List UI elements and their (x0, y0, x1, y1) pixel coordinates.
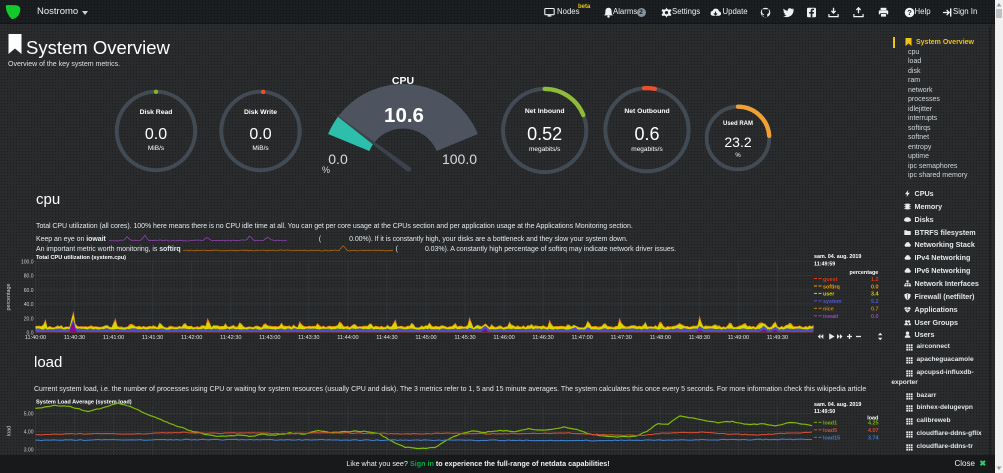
svg-text:sam. 04. aug. 2019: sam. 04. aug. 2019 (814, 402, 861, 408)
svg-text:0.0: 0.0 (871, 284, 879, 290)
svg-text:load5: load5 (823, 428, 837, 434)
svg-text:11:47:00: 11:47:00 (572, 335, 593, 341)
svg-text:11:44:00: 11:44:00 (337, 335, 358, 341)
svg-text:nice: nice (823, 307, 834, 313)
svg-text:user: user (823, 292, 835, 298)
svg-text:load: load (867, 416, 878, 422)
svg-text:4.00: 4.00 (24, 430, 34, 436)
svg-text:11:42:30: 11:42:30 (220, 335, 241, 341)
svg-text:11:48:00: 11:48:00 (650, 335, 671, 341)
svg-text:load: load (7, 426, 13, 436)
svg-text:4.07: 4.07 (868, 428, 879, 434)
svg-text:11:43:00: 11:43:00 (259, 335, 280, 341)
svg-text:percentage: percentage (850, 270, 879, 276)
svg-text:percentage: percentage (6, 284, 12, 311)
svg-text:40.0: 40.0 (24, 302, 34, 308)
svg-text:11:49:59: 11:49:59 (814, 261, 835, 267)
svg-text:load1: load1 (823, 420, 837, 426)
svg-text:5.00: 5.00 (24, 412, 34, 418)
svg-text:system: system (823, 299, 842, 305)
svg-text:sam. 04. aug. 2019: sam. 04. aug. 2019 (814, 254, 861, 260)
svg-text:11:48:30: 11:48:30 (689, 335, 710, 341)
svg-text:softirq: softirq (823, 284, 840, 290)
svg-text:11:44:30: 11:44:30 (376, 335, 397, 341)
svg-text:11:49:50: 11:49:50 (814, 409, 835, 415)
svg-text:5.2: 5.2 (871, 299, 879, 305)
svg-text:100.0: 100.0 (21, 260, 34, 266)
svg-text:guest: guest (823, 277, 838, 283)
svg-text:load15: load15 (823, 435, 840, 441)
svg-text:System Load Average (system.lo: System Load Average (system.load) (36, 400, 132, 406)
svg-text:?: ? (907, 8, 912, 17)
svg-text:Total CPU utilization (system.: Total CPU utilization (system.cpu) (36, 255, 126, 261)
svg-text:11:46:00: 11:46:00 (493, 335, 514, 341)
svg-text:20.0: 20.0 (24, 316, 34, 322)
svg-text:11:47:30: 11:47:30 (611, 335, 632, 341)
svg-text:11:43:30: 11:43:30 (298, 335, 319, 341)
svg-text:11:41:00: 11:41:00 (103, 335, 124, 341)
svg-text:3.74: 3.74 (868, 435, 879, 441)
svg-text:11:41:30: 11:41:30 (142, 335, 163, 341)
svg-text:0.7: 0.7 (871, 307, 879, 313)
svg-text:11:42:00: 11:42:00 (181, 335, 202, 341)
svg-text:11:40:00: 11:40:00 (25, 335, 46, 341)
svg-text:1.2: 1.2 (871, 277, 879, 283)
svg-text:11:46:30: 11:46:30 (532, 335, 553, 341)
svg-text:3.00: 3.00 (24, 448, 34, 454)
svg-text:0.0: 0.0 (27, 331, 34, 337)
svg-text:11:49:00: 11:49:00 (728, 335, 749, 341)
svg-text:11:45:00: 11:45:00 (415, 335, 436, 341)
svg-text:4.25: 4.25 (868, 420, 879, 426)
svg-text:iowait: iowait (823, 314, 838, 320)
svg-text:11:40:30: 11:40:30 (64, 335, 85, 341)
svg-text:0.0: 0.0 (871, 314, 879, 320)
svg-text:3.4: 3.4 (871, 292, 879, 298)
svg-text:11:49:30: 11:49:30 (767, 335, 788, 341)
svg-text:80.0: 80.0 (24, 274, 34, 280)
svg-text:11:45:30: 11:45:30 (454, 335, 475, 341)
svg-text:60.0: 60.0 (24, 288, 34, 294)
